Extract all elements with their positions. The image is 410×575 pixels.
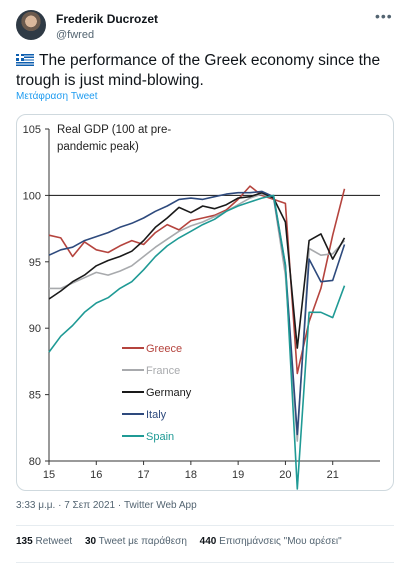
series-line-germany: [48, 191, 346, 349]
chart-title: pandemic peak): [57, 141, 139, 153]
greek-flag-icon: [16, 54, 34, 66]
user-name[interactable]: Frederik Ducrozet: [56, 12, 159, 26]
x-tick-label: 15: [43, 469, 55, 481]
x-tick-label: 20: [279, 469, 291, 481]
tweet-text: The performance of the Greek economy sin…: [16, 51, 401, 91]
quotes-label: Tweet με παράθεση: [98, 536, 187, 547]
likes-stat[interactable]: 440 Επισημάνσεις "Μου αρέσει": [200, 536, 342, 547]
x-tick-label: 18: [185, 469, 197, 481]
more-options-icon[interactable]: •••: [375, 8, 393, 24]
y-tick-label: 95: [29, 257, 41, 269]
quotes-count: 30: [84, 536, 97, 547]
tweet-text-body: The performance of the Greek economy sin…: [16, 52, 381, 89]
retweets-stat[interactable]: 135 Retweet: [16, 536, 72, 547]
likes-count: 440: [199, 536, 217, 547]
tweet-timestamp[interactable]: 3:33 μ.μ. · 7 Σεπ 2021 · Twitter Web App: [16, 500, 197, 511]
legend-label-france: France: [146, 365, 180, 377]
gdp-chart: 80 85 90 95 100 105 15 16 17 18 19 20 21 Real GDP (10…: [23, 124, 380, 490]
tweet-stats: 135 Retweet 30 Tweet με παράθεση 440 Επι…: [16, 536, 352, 547]
y-tick-label: 90: [29, 323, 41, 335]
divider: [16, 525, 394, 526]
likes-label: Επισημάνσεις "Μου αρέσει": [219, 536, 342, 547]
series-line-greece: [48, 185, 346, 375]
x-tick-label: 16: [90, 469, 102, 481]
x-tick-label: 21: [327, 469, 339, 481]
user-handle[interactable]: @fwred: [56, 29, 95, 41]
divider: [16, 562, 394, 563]
y-tick-label: 85: [29, 390, 41, 402]
x-tick-label: 17: [137, 469, 149, 481]
y-tick-label: 100: [23, 190, 41, 202]
translate-tweet-link[interactable]: Μετάφραση Tweet: [16, 91, 98, 102]
legend-label-spain: Spain: [146, 431, 174, 443]
series-line-italy: [48, 190, 346, 436]
retweets-count: 135: [16, 536, 33, 547]
retweets-label: Retweet: [35, 536, 73, 547]
series-line-spain: [48, 194, 346, 490]
legend-label-italy: Italy: [146, 409, 167, 421]
avatar[interactable]: [16, 10, 46, 40]
legend-label-greece: Greece: [146, 343, 182, 355]
legend-label-germany: Germany: [146, 387, 192, 399]
quotes-stat[interactable]: 30 Tweet με παράθεση: [85, 536, 187, 547]
chart-image[interactable]: 80 85 90 95 100 105 15 16 17 18 19 20 21 Real GDP (10…: [16, 114, 394, 491]
y-tick-label: 80: [29, 456, 41, 468]
chart-title: Real GDP (100 at pre-: [57, 124, 171, 136]
y-tick-label: 105: [23, 124, 41, 136]
x-tick-label: 19: [232, 469, 244, 481]
